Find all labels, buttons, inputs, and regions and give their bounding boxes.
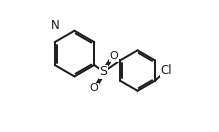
Text: Cl: Cl <box>161 64 172 77</box>
Text: O: O <box>89 83 98 93</box>
Text: O: O <box>110 51 118 61</box>
Text: S: S <box>100 65 108 78</box>
Text: N: N <box>51 19 59 32</box>
